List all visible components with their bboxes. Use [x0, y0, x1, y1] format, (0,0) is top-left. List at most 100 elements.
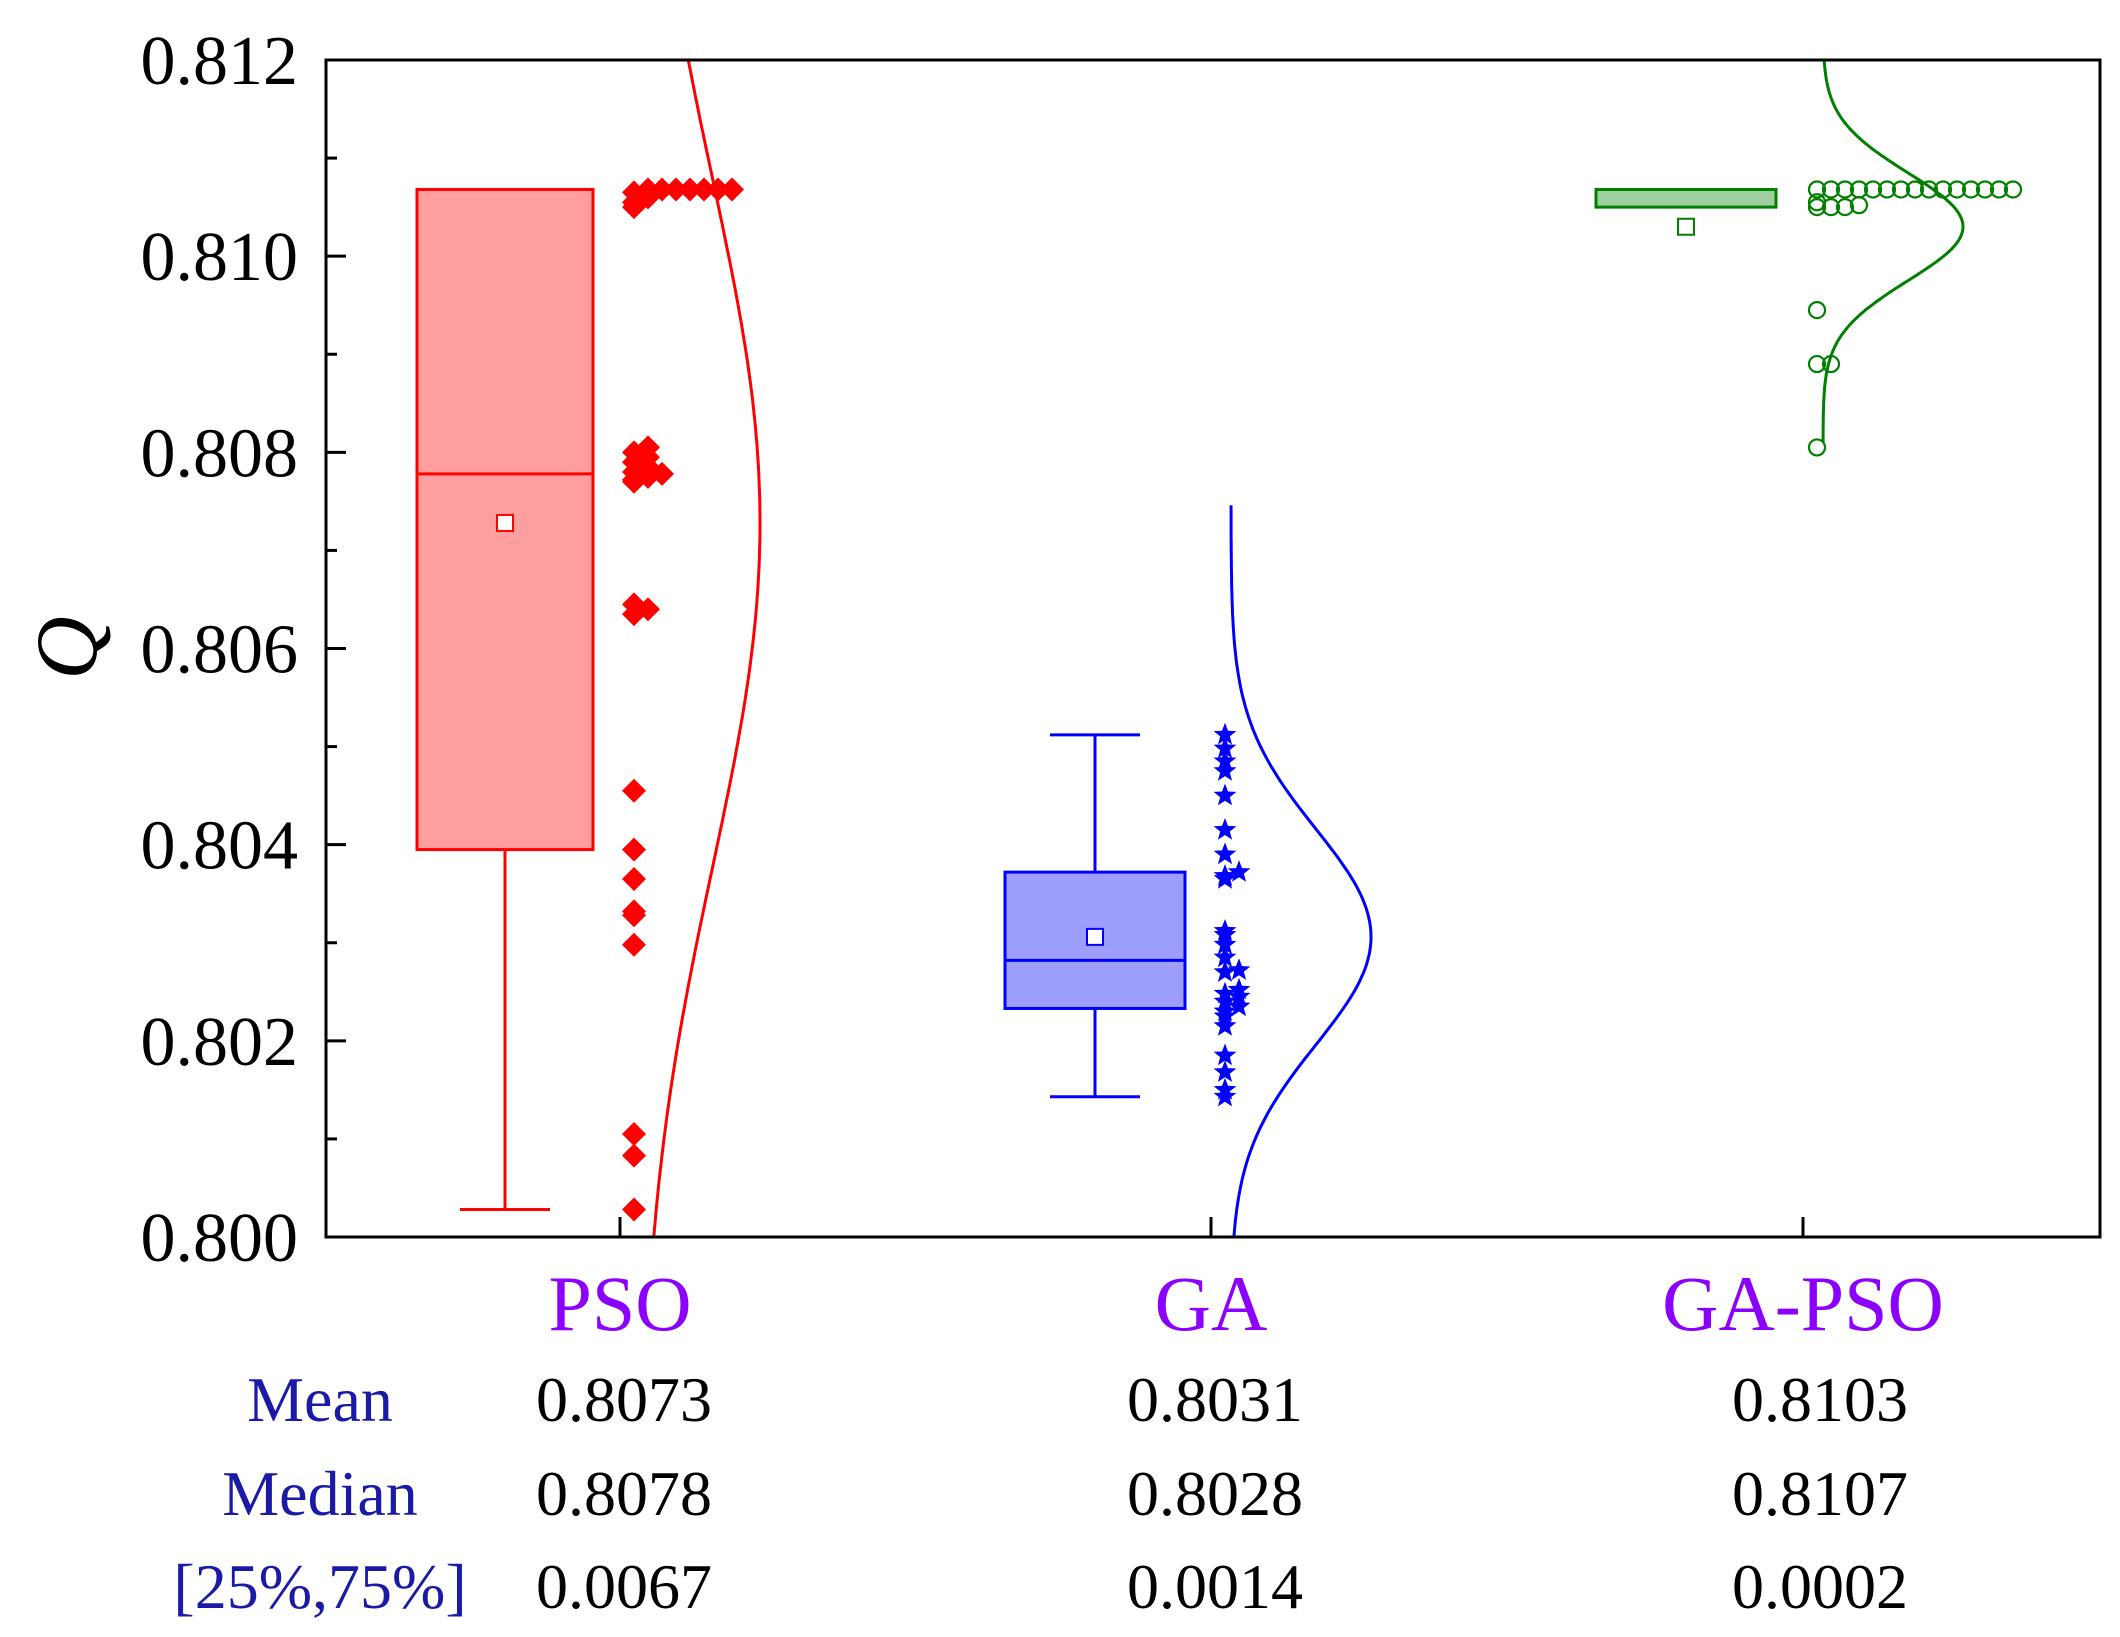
data-point: [1213, 919, 1237, 941]
stat-value: 0.8103: [1732, 1364, 1908, 1435]
data-point: [622, 837, 646, 862]
distribution-curve: [1821, 59, 1965, 443]
stat-row-label: [25%,75%]: [173, 1551, 466, 1622]
data-point: [622, 1122, 646, 1147]
stats-table: Mean 0.8073 0.8031 0.8103 Median 0.8078 0.8028…: [173, 1364, 1908, 1622]
stat-row-label: Median: [222, 1458, 418, 1529]
data-point: [1919, 180, 1939, 199]
data-point: [1213, 1043, 1237, 1066]
y-tick-label: 0.810: [141, 219, 299, 296]
data-point: [720, 177, 744, 202]
stat-value: 0.8073: [536, 1364, 712, 1435]
series-ga: [1003, 505, 1373, 1238]
data-point: [1213, 999, 1237, 1022]
data-point: [622, 592, 646, 617]
data-point: [622, 1197, 646, 1222]
data-point: [1213, 842, 1237, 865]
y-tick-label: 0.804: [141, 808, 299, 885]
data-point: [1213, 1060, 1237, 1082]
data-point: [622, 899, 646, 924]
data-point: [1213, 783, 1237, 806]
data-point: [1989, 180, 2009, 199]
data-point: [1213, 749, 1237, 771]
data-point: [1975, 180, 1995, 199]
data-point: [1213, 864, 1237, 886]
stat-value: 0.0014: [1127, 1551, 1303, 1622]
data-point: [664, 177, 688, 202]
data-point: [1227, 958, 1251, 980]
category-label-pso: PSO: [548, 1260, 691, 1347]
mean-marker: [496, 513, 514, 532]
data-point: [1877, 180, 1897, 199]
data-point: [1213, 989, 1237, 1012]
data-point: [1227, 984, 1251, 1007]
data-point: [678, 177, 702, 202]
box-iqr: [1594, 187, 1778, 209]
stat-value: 0.8028: [1127, 1458, 1303, 1529]
data-point: [1213, 945, 1237, 968]
y-tick-label: 0.806: [141, 612, 299, 689]
stat-value: 0.0067: [536, 1551, 712, 1622]
category-label-ga: GA: [1155, 1260, 1268, 1347]
data-point: [622, 1143, 646, 1168]
data-point: [1891, 180, 1911, 199]
category-label-ga-pso: GA-PSO: [1662, 1260, 1944, 1347]
y-tick-label: 0.808: [141, 415, 299, 492]
data-point: [1807, 198, 1827, 217]
data-point: [1227, 994, 1251, 1017]
series-ga-pso: [1594, 59, 2023, 457]
data-point: [2003, 180, 2023, 199]
data-point: [1227, 860, 1251, 882]
axes: 0.800 0.802 0.804 0.806 0.808 0.810 0.812: [141, 23, 2102, 1277]
stat-value: 0.0002: [1732, 1551, 1908, 1622]
mean-marker: [1677, 217, 1695, 236]
distribution-curve: [1229, 505, 1373, 1238]
data-point: [1213, 960, 1237, 982]
data-point: [636, 177, 660, 202]
data-point: [1227, 977, 1251, 1000]
data-point: [1213, 1084, 1237, 1107]
data-point: [1807, 354, 1827, 374]
plot-area: [415, 59, 2023, 1238]
data-point: [1821, 180, 1841, 199]
data-point: [1835, 180, 1855, 199]
data-point: [1213, 1077, 1237, 1100]
data-point: [1213, 981, 1237, 1004]
data-point: [650, 177, 674, 202]
data-point: [1961, 180, 1981, 199]
data-point: [1863, 180, 1883, 199]
stat-row-label: Mean: [247, 1364, 393, 1435]
category-labels: PSO GA GA-PSO: [548, 1260, 1943, 1347]
data-point: [1807, 180, 1827, 199]
series-pso: [415, 59, 762, 1238]
data-point: [1835, 198, 1855, 217]
data-point: [1213, 818, 1237, 840]
data-point: [706, 177, 730, 202]
y-tick-label: 0.812: [141, 23, 299, 100]
data-point: [1807, 193, 1827, 212]
data-point: [692, 177, 716, 202]
y-axis-label: Q: [19, 616, 116, 680]
data-point: [1905, 180, 1925, 199]
data-point: [1213, 736, 1237, 759]
distribution-curve: [652, 59, 762, 1238]
data-point: [1213, 1014, 1237, 1036]
data-point: [1213, 932, 1237, 955]
data-point: [1807, 301, 1827, 320]
data-point: [636, 435, 660, 460]
mean-marker: [1086, 927, 1104, 946]
data-point: [1213, 722, 1237, 745]
y-tick-label: 0.802: [141, 1004, 299, 1081]
stat-value: 0.8031: [1127, 1364, 1303, 1435]
stat-value: 0.8078: [536, 1458, 712, 1529]
data-point: [622, 778, 646, 803]
data-point: [1213, 759, 1237, 781]
data-point: [1947, 180, 1967, 199]
data-point: [1849, 180, 1869, 199]
y-tick-label: 0.800: [141, 1200, 299, 1277]
data-point: [622, 866, 646, 891]
stat-value: 0.8107: [1732, 1458, 1908, 1529]
data-point: [1807, 438, 1827, 457]
data-point: [622, 932, 646, 957]
